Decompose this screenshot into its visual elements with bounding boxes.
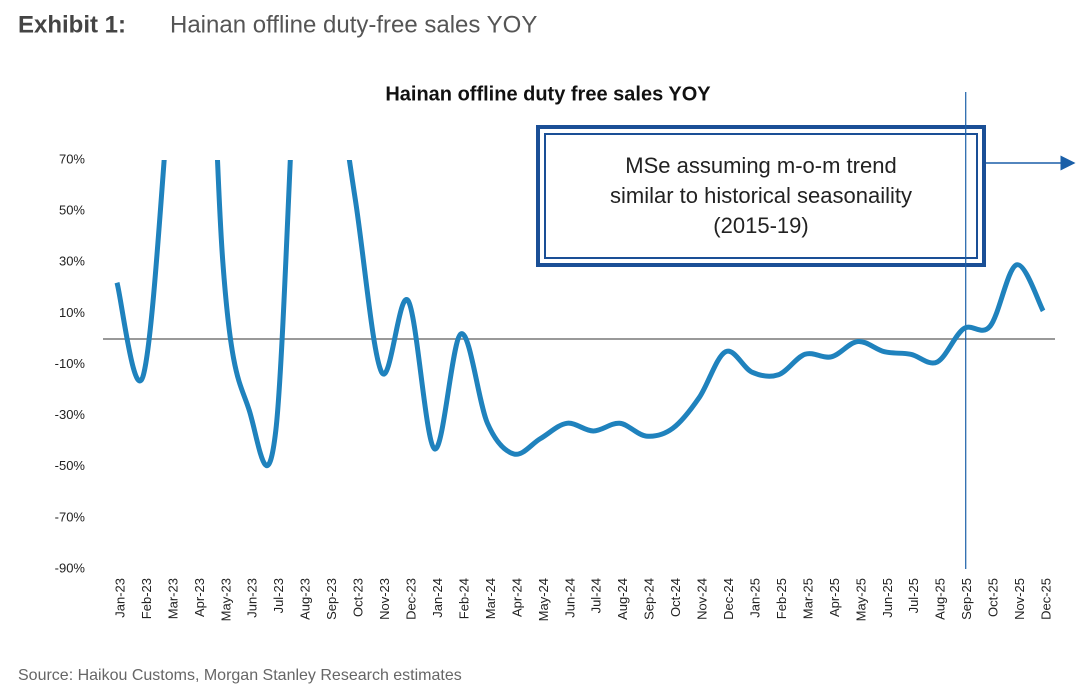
y-tick-label: -10% (55, 356, 86, 371)
x-tick-label: Oct-24 (668, 578, 683, 617)
x-tick-label: Feb-24 (456, 578, 471, 619)
y-tick-label: -50% (55, 458, 86, 473)
x-tick-label: Sep-24 (642, 578, 657, 620)
x-tick-label: Aug-25 (933, 578, 948, 620)
y-tick-label: -70% (55, 509, 86, 524)
chart-title: Hainan offline duty free sales YOY (385, 83, 711, 105)
x-tick-label: Jun-23 (245, 578, 260, 618)
x-tick-label: Oct-23 (351, 578, 366, 617)
x-tick-label: Oct-25 (986, 578, 1001, 617)
y-tick-label: -30% (55, 407, 86, 422)
x-tick-label: Jul-25 (906, 578, 921, 613)
annotation-text: similar to historical seasonaility (610, 183, 912, 208)
x-tick-label: Jul-24 (589, 578, 604, 613)
y-tick-label: -90% (55, 560, 86, 575)
x-tick-label: Sep-23 (324, 578, 339, 620)
x-tick-label: Jan-25 (747, 578, 762, 618)
x-tick-label: Dec-23 (403, 578, 418, 620)
annotation-text: (2015-19) (713, 213, 808, 238)
y-tick-label: 50% (59, 203, 85, 218)
x-tick-label: Jan-23 (112, 578, 127, 618)
annotation-text: MSe assuming m-o-m trend (625, 153, 896, 178)
x-tick-label: Aug-23 (298, 578, 313, 620)
exhibit-title: Hainan offline duty-free sales YOY (170, 11, 537, 38)
x-tick-label: Jan-24 (430, 578, 445, 618)
x-tick-label: May-24 (536, 578, 551, 621)
x-tick-label: Dec-25 (1039, 578, 1054, 620)
plot (114, 160, 1046, 468)
source: Source: Haikou Customs, Morgan Stanley R… (18, 667, 462, 684)
x-tick-label: Apr-23 (192, 578, 207, 617)
x-tick-label: Feb-25 (774, 578, 789, 619)
x-tick-label: Nov-25 (1012, 578, 1027, 620)
x-tick-label: Aug-24 (615, 578, 630, 620)
x-tick-label: Apr-25 (827, 578, 842, 617)
x-tick-label: Mar-23 (165, 578, 180, 619)
x-tick-label: Feb-23 (139, 578, 154, 619)
series-line (114, 160, 1046, 468)
x-tick-label: Nov-23 (377, 578, 392, 620)
x-tick-label: Jun-25 (880, 578, 895, 618)
y-tick-label: 30% (59, 254, 85, 269)
y-tick-label: 70% (59, 151, 85, 166)
x-tick-label: Dec-24 (721, 578, 736, 620)
x-tick-label: Sep-25 (959, 578, 974, 620)
x-tick-label: Mar-24 (483, 578, 498, 619)
y-tick-label: 10% (59, 305, 85, 320)
annotation-box (536, 125, 986, 267)
x-tick-label: Nov-24 (695, 578, 710, 620)
x-tick-label: Jun-24 (562, 578, 577, 618)
x-tick-label: Mar-25 (800, 578, 815, 619)
annotation-inner (544, 133, 978, 259)
x-tick-label: Apr-24 (509, 578, 524, 617)
x-tick-label: Jul-23 (271, 578, 286, 613)
exhibit-label: Exhibit 1: (18, 11, 126, 38)
x-tick-label: May-23 (218, 578, 233, 621)
x-tick-label: May-25 (853, 578, 868, 621)
